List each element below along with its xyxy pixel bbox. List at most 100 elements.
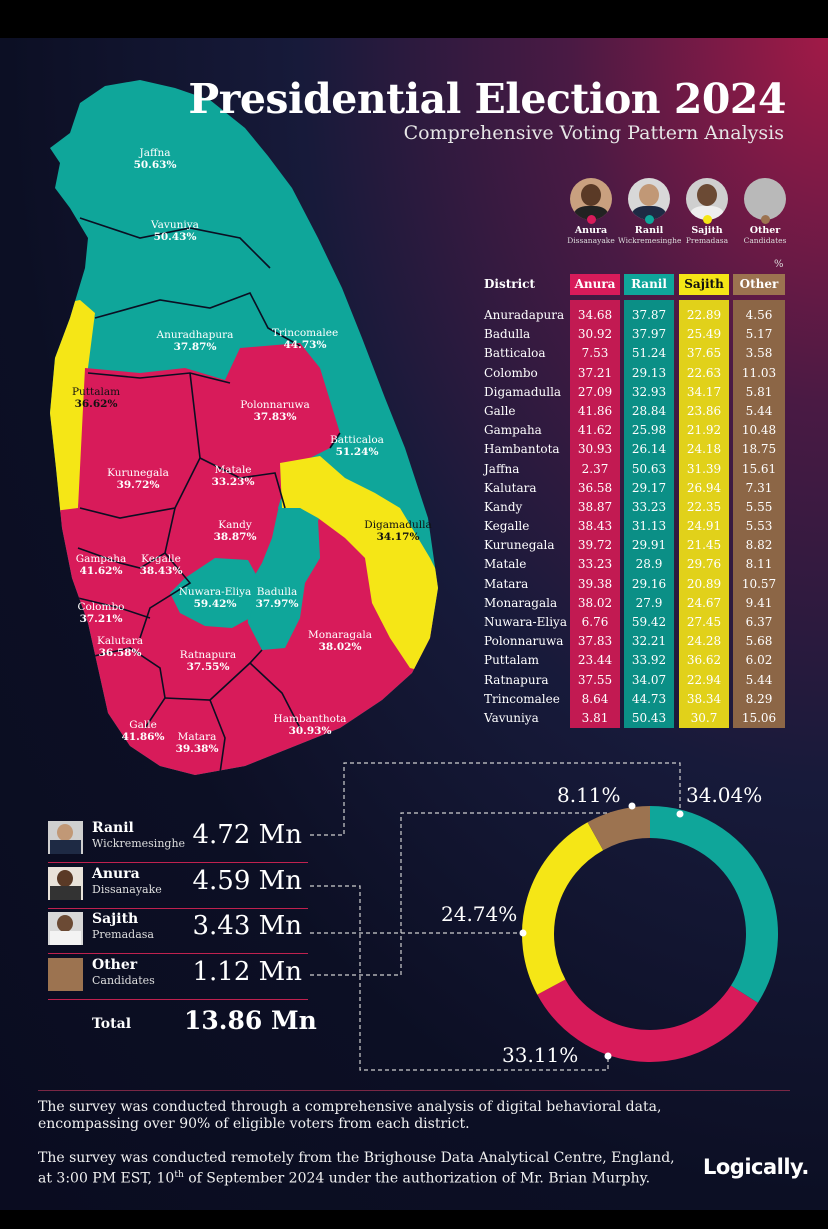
map-district-percent: 36.58% (99, 647, 142, 659)
table-cell: 37.21 (577, 365, 613, 380)
donut-segment-ranil (649, 806, 778, 1003)
table-cell: 38.43 (577, 519, 613, 534)
table-cell: 11.03 (741, 365, 777, 380)
table-cell: 39.72 (577, 538, 613, 553)
vote-total-value: 4.59 Mn (192, 866, 302, 896)
table-cell: 3.81 (581, 710, 609, 725)
connector-dot-sajith (519, 929, 527, 937)
map-district-name: Batticaloa (330, 434, 384, 446)
table-cell: 33.92 (631, 653, 667, 668)
map-district-percent: 50.63% (134, 159, 177, 171)
other-avatar (744, 178, 786, 220)
table-cell: 37.83 (577, 634, 613, 649)
table-cell: 29.91 (631, 538, 667, 553)
total-row-other: Other Candidates 1.12 Mn (48, 955, 308, 1000)
table-cell: 15.61 (741, 461, 777, 476)
total-row-sajith: Sajith Premadasa 3.43 Mn (48, 909, 308, 954)
region-uva (246, 508, 320, 650)
map-district-name: Ratnapura (180, 649, 236, 661)
column-header-sajith: Sajith (679, 274, 729, 295)
map-district-name: Badulla (257, 586, 297, 598)
table-cell: 6.02 (745, 653, 773, 668)
page-subtitle: Comprehensive Voting Pattern Analysis (403, 122, 784, 144)
map-district-name: Digamadulla (364, 519, 431, 531)
table-cell: 32.93 (631, 384, 667, 399)
table-cell: 26.94 (686, 480, 722, 495)
district-name: Kurunegala (484, 538, 555, 553)
district-name: Jaffna (484, 461, 520, 476)
map-district-percent: 30.93% (289, 725, 332, 737)
footer-line-c: of September 2024 under the authorizatio… (183, 1170, 651, 1187)
table-cell: 32.21 (631, 634, 667, 649)
map-district-percent: 51.24% (336, 446, 379, 458)
donut-label-ranil: 34.04% (686, 783, 763, 807)
column-ranil (624, 300, 674, 728)
map-district-name: Gampaha (76, 553, 127, 565)
map-district-name: Monaragala (308, 629, 372, 641)
map-district-percent: 37.55% (187, 661, 230, 673)
table-cell: 25.49 (686, 327, 722, 342)
map-district-name: Jaffna (139, 147, 171, 159)
table-cell: 37.97 (631, 327, 667, 342)
table-cell: 8.82 (745, 538, 773, 553)
district-name: Polonnaruwa (484, 634, 564, 649)
column-header-anura: Anura (570, 274, 620, 295)
table-cell: 37.65 (686, 346, 722, 361)
district-name: Kegalle (484, 519, 530, 534)
table-cell: 36.58 (577, 480, 613, 495)
district-name: Kalutara (484, 480, 537, 495)
donut-label-other: 8.11% (557, 783, 621, 807)
values-sajith: 22.89 25.49 37.65 22.63 34.17 23.86 21.92 24.18… (679, 306, 729, 728)
table-cell: 27.9 (635, 595, 663, 610)
table-cell: 34.07 (631, 672, 667, 687)
table-cell: 8.29 (745, 691, 773, 706)
map-district-percent: 37.21% (80, 613, 123, 625)
table-cell: 34.17 (686, 384, 722, 399)
map-district-percent: 38.02% (319, 641, 362, 653)
donut-segment-other (587, 806, 651, 851)
table-cell: 37.55 (577, 672, 613, 687)
candidate-first-name: Ranil (92, 820, 134, 836)
table-cell: 28.9 (635, 557, 663, 572)
anura-color-dot (586, 215, 596, 224)
district-list: Anuradapura Badulla Batticaloa Colombo Digam… (484, 306, 584, 728)
table-cell: 50.63 (631, 461, 667, 476)
table-cell: 24.18 (686, 442, 722, 457)
district-name: Vavuniya (484, 710, 539, 725)
map-district-percent: 36.62% (75, 398, 118, 410)
table-cell: 10.48 (741, 423, 777, 438)
table-cell: 31.13 (631, 519, 667, 534)
page-title: Presidential Election 2024 (188, 75, 786, 123)
candidate-first-name: Ranil (634, 225, 664, 236)
percent-unit: % (774, 259, 784, 270)
district-name: Gampaha (484, 423, 542, 438)
table-cell: 30.93 (577, 442, 613, 457)
table-cell: 36.62 (686, 653, 722, 668)
ranil-avatar (628, 178, 670, 220)
district-name: Hambantota (484, 442, 560, 457)
anura-photo (48, 867, 83, 900)
table-cell: 6.37 (745, 615, 773, 629)
column-anura (570, 300, 620, 728)
candidate-sajith: Sajith Premadasa (676, 178, 738, 245)
map-district-percent: 33.23% (212, 476, 255, 488)
total-label: Total (92, 1016, 132, 1032)
region-east-yellow (280, 456, 438, 678)
table-cell: 31.39 (686, 461, 722, 476)
footer-sup: th (174, 1170, 184, 1180)
column-sajith (679, 300, 729, 728)
candidate-last-name: Premadasa (92, 928, 154, 941)
candidate-last-name: Candidates (743, 236, 787, 245)
table-cell: 50.43 (631, 710, 667, 725)
table-cell: 6.76 (581, 615, 609, 629)
table-cell: 18.75 (741, 442, 777, 457)
map-district-name: Kurunegala (107, 467, 169, 479)
candidate-first-name: Sajith (691, 225, 723, 236)
table-cell: 22.35 (686, 499, 722, 514)
ranil-color-dot (644, 215, 654, 224)
table-cell: 5.44 (745, 672, 773, 687)
candidate-first-name: Anura (574, 225, 608, 236)
map-district-percent: 39.38% (176, 743, 219, 755)
district-name: Ratnapura (484, 672, 549, 687)
map-district-name: Trincomalee (272, 327, 338, 339)
